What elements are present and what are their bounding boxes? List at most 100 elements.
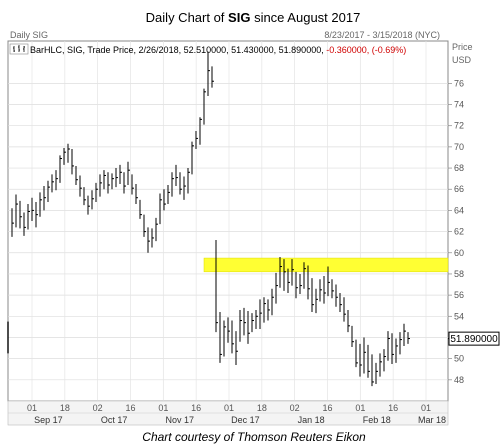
ohlc-bar (227, 317, 230, 343)
header-left: Daily SIG (10, 30, 48, 40)
y-tick-label: 76 (454, 78, 464, 88)
x-month-label: Jan 18 (298, 415, 325, 425)
ohlc-bar (75, 165, 78, 185)
x-tick-label: 01 (158, 403, 168, 413)
ohlc-bar (347, 309, 350, 333)
ohlc-bar (179, 172, 182, 195)
x-tick-label: 01 (355, 403, 365, 413)
x-tick-label: 01 (224, 403, 234, 413)
header-right: 8/23/2017 - 3/15/2018 (NYC) (324, 30, 440, 40)
x-tick-label: 02 (290, 403, 300, 413)
ohlc-bar (171, 172, 174, 197)
ohlc-bar (263, 297, 266, 323)
ohlc-bar (243, 307, 246, 336)
x-axis-ticks: 01 18 02 16 01 16 01 18 02 16 01 16 01 (27, 403, 431, 413)
ohlc-bar (355, 339, 358, 368)
ohlc-bar (187, 168, 190, 194)
ohlc-bar (95, 182, 98, 202)
ohlc-bar (363, 337, 366, 374)
ohlc-bar (83, 187, 86, 206)
ohlc-bar (323, 276, 326, 304)
axis-unit-bottom: USD (452, 55, 472, 65)
ohlc-bar (43, 186, 46, 211)
ohlc-bar (319, 279, 322, 302)
ohlc-bar (343, 297, 346, 322)
ohlc-bar (139, 199, 142, 219)
ohlc-bar (211, 66, 214, 88)
ohlc-bar (231, 320, 234, 354)
chart-title-suffix: since August 2017 (250, 10, 360, 25)
ohlc-bar (191, 141, 194, 175)
ohlc-bar (115, 168, 118, 188)
x-tick-label: 16 (388, 403, 398, 413)
ohlc-bar (283, 259, 286, 291)
ohlc-bar (155, 217, 158, 242)
ohlc-bar (63, 147, 66, 165)
ohlc-bar (123, 172, 126, 194)
y-tick-label: 54 (454, 311, 464, 321)
x-month-label: Oct 17 (101, 415, 128, 425)
x-month-label: Mar 18 (418, 415, 446, 425)
ohlc-bar (143, 214, 146, 237)
ohlc-bar (47, 180, 50, 202)
y-tick-label: 62 (454, 227, 464, 237)
y-tick-label: 60 (454, 248, 464, 258)
ohlc-bar (359, 343, 362, 377)
ohlc-bar (327, 266, 330, 297)
ohlc-bar (335, 284, 338, 307)
ohlc-bar (79, 175, 82, 197)
chart-title-ticker: SIG (228, 10, 250, 25)
ohlc-bar (87, 195, 90, 215)
ohlc-bar (23, 212, 26, 236)
ohlc-bar (399, 332, 402, 355)
ohlc-bar (167, 185, 170, 205)
x-month-label: Sep 17 (34, 415, 63, 425)
ohlc-bar (295, 271, 298, 299)
ohlc-bar (267, 299, 270, 321)
ohlc-bar (91, 190, 94, 210)
x-axis-months: Sep 17 Oct 17 Nov 17 Dec 17 Jan 18 Feb 18 Mar … (34, 415, 446, 425)
ohlc-bar (99, 174, 102, 197)
ohlc-bar (11, 208, 14, 237)
ohlc-bar (215, 240, 218, 333)
ohlc-bar (35, 201, 38, 228)
ohlc-bar (223, 320, 226, 357)
ohlc-bar (195, 131, 198, 149)
ohlc-bar (239, 309, 242, 342)
y-tick-label: 56 (454, 290, 464, 300)
ohlc-bar (15, 194, 18, 228)
y-tick-label: 68 (454, 163, 464, 173)
legend-prefix: BarHLC, SIG, Trade Price, 2/26/2018, 52.… (30, 45, 324, 55)
ohlc-bar (291, 259, 294, 286)
x-tick-label: 18 (60, 403, 70, 413)
y-tick-label: 70 (454, 142, 464, 152)
ohlc-bar (55, 170, 58, 191)
ohlc-bar (331, 279, 334, 299)
ohlc-bar (151, 228, 154, 248)
ohlc-bar (315, 288, 318, 314)
ohlc-bar (379, 353, 382, 377)
ohlc-bar (375, 362, 378, 385)
chart-title-prefix: Daily Chart of (146, 10, 228, 25)
bar-chart-icon (13, 45, 25, 52)
ohlc-bar (207, 51, 210, 97)
ohlc-bar (339, 293, 342, 313)
ohlc-bar (247, 311, 250, 344)
ohlc-bar (307, 265, 310, 300)
ohlc-bar (67, 143, 70, 163)
y-tick-label: 72 (454, 121, 464, 131)
ohlc-bar (107, 172, 110, 194)
last-price-label: 51.890000 (450, 334, 498, 345)
legend: BarHLC, SIG, Trade Price, 2/26/2018, 52.… (9, 43, 406, 55)
ohlc-bar (367, 344, 370, 378)
y-tick-label: 66 (454, 184, 464, 194)
ohlc-bar (183, 176, 186, 200)
ohlc-bar (299, 273, 302, 295)
y-tick-label: 74 (454, 100, 464, 110)
x-month-label: Dec 17 (231, 415, 260, 425)
gridlines (8, 41, 448, 401)
ohlc-bar (111, 173, 114, 190)
ohlc-bar (287, 268, 290, 293)
ohlc-bar (259, 299, 262, 329)
